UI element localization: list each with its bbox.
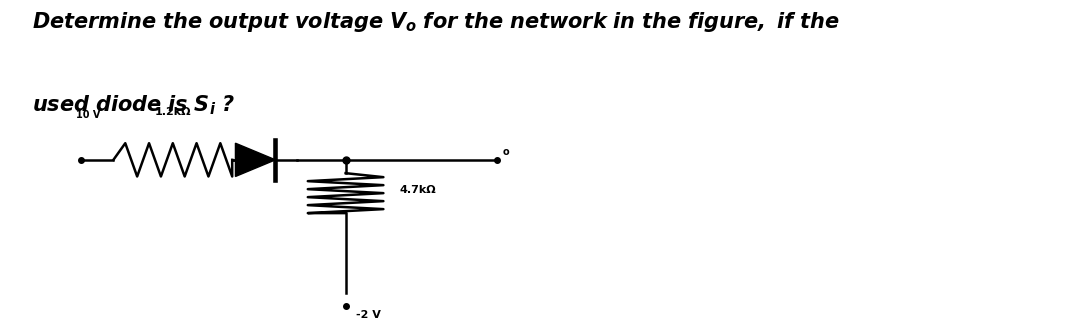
Text: 4.7kΩ: 4.7kΩ bbox=[400, 185, 436, 195]
Text: $\bfit{Determine\ the\ output\ voltage\ V_o\ for\ the\ network\ in\ the\ figure,: $\bfit{Determine\ the\ output\ voltage\ … bbox=[32, 10, 840, 34]
Text: 10 V: 10 V bbox=[76, 110, 100, 120]
Text: o: o bbox=[502, 147, 509, 157]
Text: 1.2kΩ: 1.2kΩ bbox=[154, 107, 191, 117]
Text: -2 V: -2 V bbox=[356, 310, 381, 320]
Text: $\bfit{used\ diode\ is\ S_i\ ?}$: $\bfit{used\ diode\ is\ S_i\ ?}$ bbox=[32, 93, 235, 117]
Polygon shape bbox=[235, 143, 275, 176]
